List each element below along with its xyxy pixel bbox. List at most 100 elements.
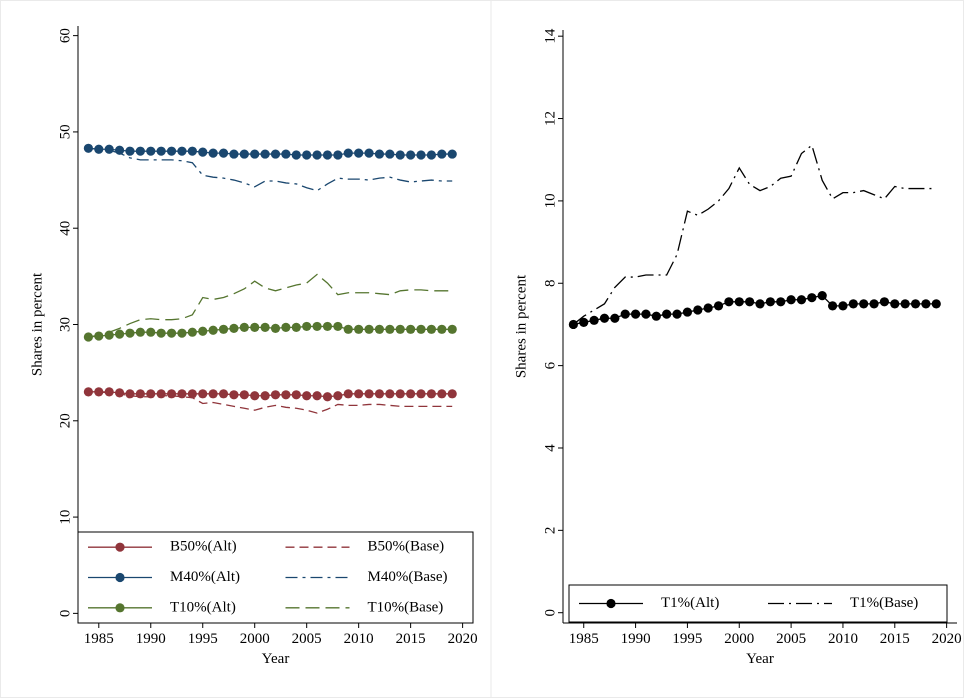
marker — [385, 149, 395, 159]
marker — [146, 327, 156, 337]
marker — [385, 324, 395, 334]
x-tick-label: 1995 — [188, 631, 218, 647]
marker — [250, 322, 260, 332]
marker — [406, 150, 416, 160]
y-tick-label: 4 — [542, 444, 558, 452]
marker — [755, 299, 765, 309]
marker — [437, 324, 447, 334]
marker — [630, 309, 641, 319]
marker — [260, 322, 270, 332]
legend-label: M40%(Alt) — [170, 569, 240, 585]
y-tick-label: 50 — [57, 124, 73, 139]
marker — [343, 148, 353, 158]
marker — [218, 324, 229, 334]
marker — [651, 311, 661, 321]
marker — [322, 150, 333, 160]
y-axis-label: Shares in percent — [29, 272, 45, 376]
x-axis-label: Year — [746, 651, 774, 667]
marker — [218, 148, 229, 158]
x-tick-label: 1985 — [569, 631, 599, 647]
marker — [610, 313, 620, 323]
y-tick-label: 10 — [542, 193, 558, 208]
y-axis-label: Shares in percent — [513, 274, 529, 378]
marker — [146, 146, 156, 156]
x-tick-label: 1990 — [136, 631, 166, 647]
marker — [416, 389, 426, 399]
marker — [395, 324, 405, 334]
marker — [177, 328, 187, 338]
y-tick-label: 2 — [542, 527, 558, 535]
marker — [395, 389, 405, 399]
marker — [135, 327, 145, 337]
marker — [135, 146, 145, 156]
marker — [599, 313, 610, 323]
marker — [364, 148, 374, 158]
y-tick-label: 14 — [542, 28, 558, 44]
x-tick-label: 2000 — [240, 631, 270, 647]
x-tick-label: 2015 — [880, 631, 910, 647]
marker — [589, 315, 599, 325]
legend-label: B50%(Base) — [368, 539, 445, 555]
series-line — [88, 273, 453, 338]
y-tick-label: 12 — [542, 111, 558, 126]
marker — [406, 324, 416, 334]
marker — [198, 326, 208, 336]
marker — [270, 323, 281, 333]
marker — [447, 324, 457, 334]
marker — [208, 325, 218, 335]
legend-label: B50%(Alt) — [170, 539, 237, 555]
marker — [713, 301, 724, 311]
y-tick-label: 0 — [542, 609, 558, 617]
marker — [333, 391, 343, 401]
marker — [291, 322, 301, 332]
marker — [312, 321, 322, 332]
series-line — [572, 144, 937, 325]
marker — [579, 317, 589, 327]
x-tick-label: 1985 — [84, 631, 114, 647]
series-line — [88, 391, 453, 414]
marker — [786, 295, 796, 305]
marker — [156, 328, 166, 338]
marker — [104, 387, 114, 397]
marker — [125, 328, 135, 338]
marker — [703, 303, 713, 313]
marker — [281, 149, 291, 159]
x-tick-label: 2020 — [932, 631, 962, 647]
x-axis-label: Year — [262, 651, 290, 667]
legend-marker — [115, 542, 125, 552]
marker — [166, 389, 177, 399]
marker — [931, 299, 941, 309]
marker — [437, 389, 447, 399]
marker — [302, 321, 312, 332]
y-tick-label: 8 — [542, 280, 558, 288]
marker — [437, 149, 447, 159]
marker — [322, 321, 333, 332]
marker — [426, 150, 437, 160]
marker — [838, 301, 848, 311]
marker — [125, 146, 135, 156]
marker — [302, 391, 312, 401]
y-tick-label: 0 — [57, 610, 73, 618]
marker — [229, 149, 239, 159]
marker — [187, 389, 197, 399]
marker — [291, 390, 301, 400]
marker — [104, 330, 114, 340]
y-tick-label: 20 — [57, 413, 73, 428]
y-tick-label: 60 — [57, 28, 73, 43]
marker — [921, 299, 931, 309]
marker — [302, 150, 312, 160]
marker — [395, 150, 405, 160]
series-line — [88, 147, 453, 192]
marker — [156, 389, 166, 399]
marker — [817, 291, 827, 301]
marker — [693, 305, 703, 315]
marker — [869, 299, 879, 309]
x-tick-label: 1990 — [621, 631, 651, 647]
y-tick-label: 6 — [542, 361, 558, 369]
marker — [166, 146, 177, 156]
marker — [364, 324, 374, 334]
marker — [385, 389, 395, 399]
legend-marker — [115, 603, 125, 613]
marker — [312, 391, 322, 401]
